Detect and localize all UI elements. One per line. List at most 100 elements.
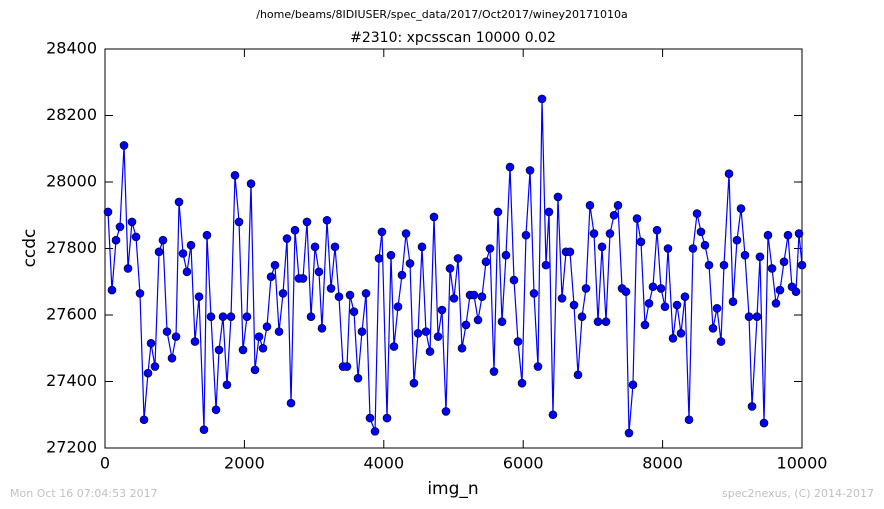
data-point: [135, 289, 145, 298]
data-point: [597, 242, 607, 252]
data-point: [437, 305, 447, 315]
data-point: [755, 252, 765, 262]
data-point: [409, 378, 419, 388]
data-point: [740, 250, 750, 260]
data-point: [783, 230, 793, 240]
data-point: [103, 207, 113, 217]
data-point: [242, 312, 252, 321]
data-point: [656, 284, 666, 293]
data-point: [262, 322, 272, 331]
data-point: [553, 192, 563, 202]
data-point: [226, 312, 236, 321]
x-tick-label: 6000: [503, 454, 544, 473]
data-point: [605, 229, 615, 238]
data-point: [162, 327, 172, 336]
data-point: [374, 254, 384, 263]
data-point: [178, 249, 188, 258]
data-point: [123, 264, 133, 273]
data-point: [206, 312, 216, 321]
data-point: [469, 290, 479, 300]
data-point: [334, 292, 344, 302]
data-point: [389, 342, 399, 351]
data-point: [493, 207, 503, 217]
data-point: [199, 425, 209, 435]
y-tick-label: 27600: [46, 305, 97, 324]
data-point: [146, 338, 156, 348]
data-point: [601, 317, 611, 326]
data-point: [708, 323, 718, 333]
data-point: [747, 402, 757, 411]
data-point: [537, 94, 547, 104]
y-tick-label: 28200: [46, 105, 97, 124]
data-point: [401, 229, 411, 238]
data-point: [668, 333, 678, 343]
data-point: [139, 415, 149, 425]
y-tick-label: 27200: [46, 438, 97, 457]
data-point: [353, 373, 363, 383]
data-point: [194, 292, 204, 302]
data-point: [744, 312, 754, 321]
data-point: [663, 244, 673, 253]
data-point: [672, 300, 682, 310]
data-point: [712, 304, 722, 313]
data-point: [278, 289, 288, 298]
data-point: [107, 285, 117, 295]
data-point: [585, 200, 595, 210]
data-point: [186, 240, 196, 250]
x-tick-label: 10000: [777, 454, 828, 473]
data-point: [636, 237, 646, 247]
data-point: [525, 166, 535, 175]
data-point: [569, 300, 579, 310]
data-point: [254, 332, 264, 341]
data-point: [696, 227, 706, 237]
data-point: [728, 297, 738, 307]
data-point: [544, 207, 554, 217]
data-point: [660, 302, 670, 311]
data-point: [143, 368, 153, 378]
data-point: [752, 312, 762, 321]
data-point: [282, 234, 292, 243]
data-point: [640, 320, 650, 330]
data-point: [644, 299, 654, 308]
data-point: [150, 362, 160, 371]
y-tick-label: 27400: [46, 371, 97, 390]
x-axis-label: img_n: [427, 479, 478, 499]
data-point: [270, 260, 280, 270]
data-point: [736, 204, 746, 213]
data-point: [732, 235, 742, 245]
data-point: [763, 230, 773, 240]
data-point: [716, 337, 726, 346]
data-point: [238, 345, 248, 355]
data-point: [632, 214, 642, 223]
x-tick-label: 0: [100, 454, 110, 473]
data-point: [676, 328, 686, 338]
data-point: [548, 410, 558, 420]
data-point: [174, 197, 184, 207]
data-point: [397, 270, 407, 280]
data-point: [357, 327, 367, 336]
data-point: [441, 407, 451, 416]
data-point: [342, 362, 352, 371]
y-axis-label: ccdc: [20, 229, 40, 268]
data-point: [302, 217, 312, 227]
data-point: [405, 259, 415, 268]
data-point: [613, 200, 623, 210]
data-point: [692, 209, 702, 218]
data-point: [533, 362, 543, 371]
data-point: [477, 292, 487, 302]
data-point: [370, 427, 380, 436]
data-point: [306, 312, 316, 321]
data-point: [386, 250, 396, 260]
data-point: [182, 267, 192, 277]
data-point: [609, 210, 619, 220]
data-point: [274, 327, 284, 336]
data-point: [457, 343, 467, 353]
data-point: [330, 242, 340, 252]
data-point: [724, 169, 734, 178]
data-point: [449, 294, 459, 303]
data-point: [158, 235, 168, 245]
data-point: [771, 299, 781, 308]
data-point: [473, 315, 483, 325]
y-tick-label: 28000: [46, 172, 97, 191]
